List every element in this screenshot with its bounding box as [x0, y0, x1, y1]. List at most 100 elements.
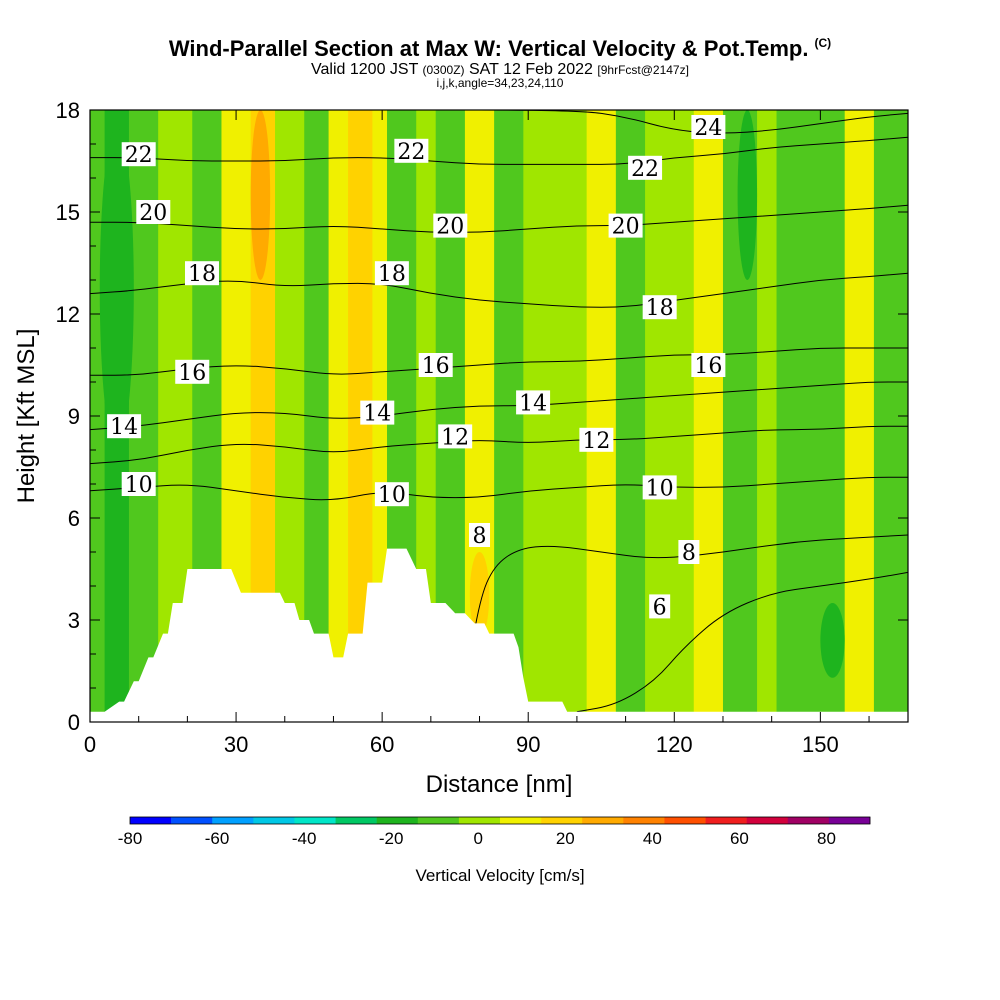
y-tick-label: 18 — [56, 98, 80, 123]
colorbar-swatch — [623, 817, 665, 824]
colorbar-tick-label: 80 — [817, 829, 836, 848]
theta-contour-10 — [90, 476, 908, 501]
contour-label-14: 14 — [360, 400, 395, 427]
contour-label-box — [184, 261, 219, 286]
contour-label-box — [642, 475, 677, 500]
contour-label-22: 22 — [121, 142, 156, 168]
colorbar-swatch — [294, 817, 336, 824]
contour-label-16: 16 — [175, 359, 210, 386]
contour-label-box — [175, 359, 210, 384]
x-tick-label: 120 — [656, 732, 693, 757]
theta-contour-8 — [464, 534, 908, 689]
velocity-patch — [469, 552, 490, 637]
colorbar-tick-label: 40 — [643, 829, 662, 848]
contour-label-box — [579, 427, 614, 452]
contour-label-12: 12 — [579, 427, 614, 454]
velocity-column — [844, 110, 875, 722]
contour-label-24: 24 — [691, 115, 726, 141]
contour-label-text: 10 — [125, 473, 153, 498]
contour-label-text: 24 — [694, 116, 722, 141]
contour-label-box — [642, 295, 677, 320]
contour-label-10: 10 — [642, 475, 677, 501]
axes: 0 30 60 90 120 150 0 3 6 9 12 15 18 Distance [nm] Heig… — [13, 98, 908, 798]
velocity-patch — [348, 110, 363, 348]
forecast-info: [9hrFcst@2147z] — [597, 63, 689, 77]
chart-subtitle: Valid 1200 JST (0300Z) SAT 12 Feb 2022 [… — [0, 61, 1000, 79]
colorbar-swatch — [500, 817, 542, 824]
terrain — [90, 548, 908, 722]
contour-label-8: 8 — [469, 523, 491, 549]
contour-label-box — [360, 400, 395, 425]
colorbar-swatch — [417, 817, 460, 824]
x-tick-label: 90 — [516, 732, 540, 757]
contour-label-box — [121, 142, 156, 167]
theta-contour-14 — [90, 381, 908, 431]
velocity-patch — [737, 110, 758, 280]
x-axis-label: Distance [nm] — [426, 771, 573, 798]
y-tick-label: 9 — [68, 404, 80, 429]
colorbar: -80 -60 -40 -20 0 20 40 60 80 Vertical Velocity [… — [118, 816, 871, 885]
contour-label-box — [678, 540, 700, 564]
contour-label-text: 16 — [694, 354, 722, 379]
colorbar-tick-label: -40 — [292, 829, 317, 848]
contour-label-16: 16 — [418, 353, 453, 379]
contour-label-text: 14 — [363, 402, 391, 427]
colorbar-swatch — [458, 817, 501, 824]
contour-label-text: 10 — [646, 476, 674, 501]
velocity-column — [757, 110, 778, 722]
colorbar-swatch — [541, 817, 583, 824]
contour-label-18: 18 — [184, 261, 219, 287]
colorbar-swatch — [130, 817, 172, 824]
contour-label-18: 18 — [642, 295, 677, 321]
theta-contour-24 — [90, 110, 908, 134]
contour-label-text: 12 — [441, 425, 469, 450]
y-tick-label: 3 — [68, 608, 80, 633]
contour-label-box — [107, 414, 142, 439]
terrain-mask — [90, 548, 908, 722]
valid-zulu: (0300Z) — [422, 63, 465, 77]
contour-label-10: 10 — [374, 482, 409, 508]
contour-label-text: 6 — [653, 595, 667, 620]
contour-label-14: 14 — [107, 414, 142, 440]
velocity-column — [645, 110, 670, 722]
contour-label-text: 18 — [378, 262, 406, 287]
contour-label-box — [608, 213, 643, 238]
colorbar-swatch — [582, 817, 624, 824]
velocity-column — [523, 110, 549, 722]
theta-contour-20 — [90, 204, 908, 233]
contour-label-text: 20 — [612, 215, 640, 240]
x-tick-label: 30 — [224, 732, 248, 757]
x-tick-label: 150 — [802, 732, 839, 757]
colorbar-swatch — [705, 817, 747, 824]
contour-label-text: 14 — [519, 391, 547, 416]
colorbar-swatch — [664, 817, 706, 824]
colorbar-tick-label: -60 — [205, 829, 230, 848]
contour-label-16: 16 — [691, 353, 726, 379]
velocity-column — [328, 110, 349, 722]
contour-label-box — [433, 213, 468, 238]
contour-label-text: 14 — [110, 415, 138, 440]
copyright-mark: (C) — [814, 36, 832, 50]
contour-label-text: 18 — [188, 262, 216, 287]
y-axis-label: Height [Kft MSL] — [13, 329, 40, 504]
contour-label-box — [374, 482, 409, 507]
x-tick-label: 60 — [370, 732, 394, 757]
colorbar-swatch — [171, 817, 213, 824]
contour-label-text: 22 — [631, 157, 659, 182]
contour-label-text: 12 — [582, 429, 610, 454]
velocity-column — [615, 110, 646, 722]
colorbar-swatch — [212, 817, 254, 824]
theta-contour-12 — [90, 425, 908, 465]
valid-date: SAT 12 Feb 2022 — [469, 61, 593, 78]
contour-label-box — [418, 353, 453, 377]
contour-label-text: 16 — [422, 354, 450, 379]
contour-label-12: 12 — [438, 424, 473, 450]
velocity-column — [693, 110, 724, 722]
colorbar-frame — [129, 816, 871, 825]
contour-label-20: 20 — [136, 200, 171, 226]
y-tick-label: 15 — [56, 200, 80, 225]
contour-label-box — [469, 523, 491, 547]
velocity-patch — [820, 603, 845, 678]
colorbar-swatch — [376, 817, 419, 824]
y-tick-label: 12 — [56, 302, 80, 327]
